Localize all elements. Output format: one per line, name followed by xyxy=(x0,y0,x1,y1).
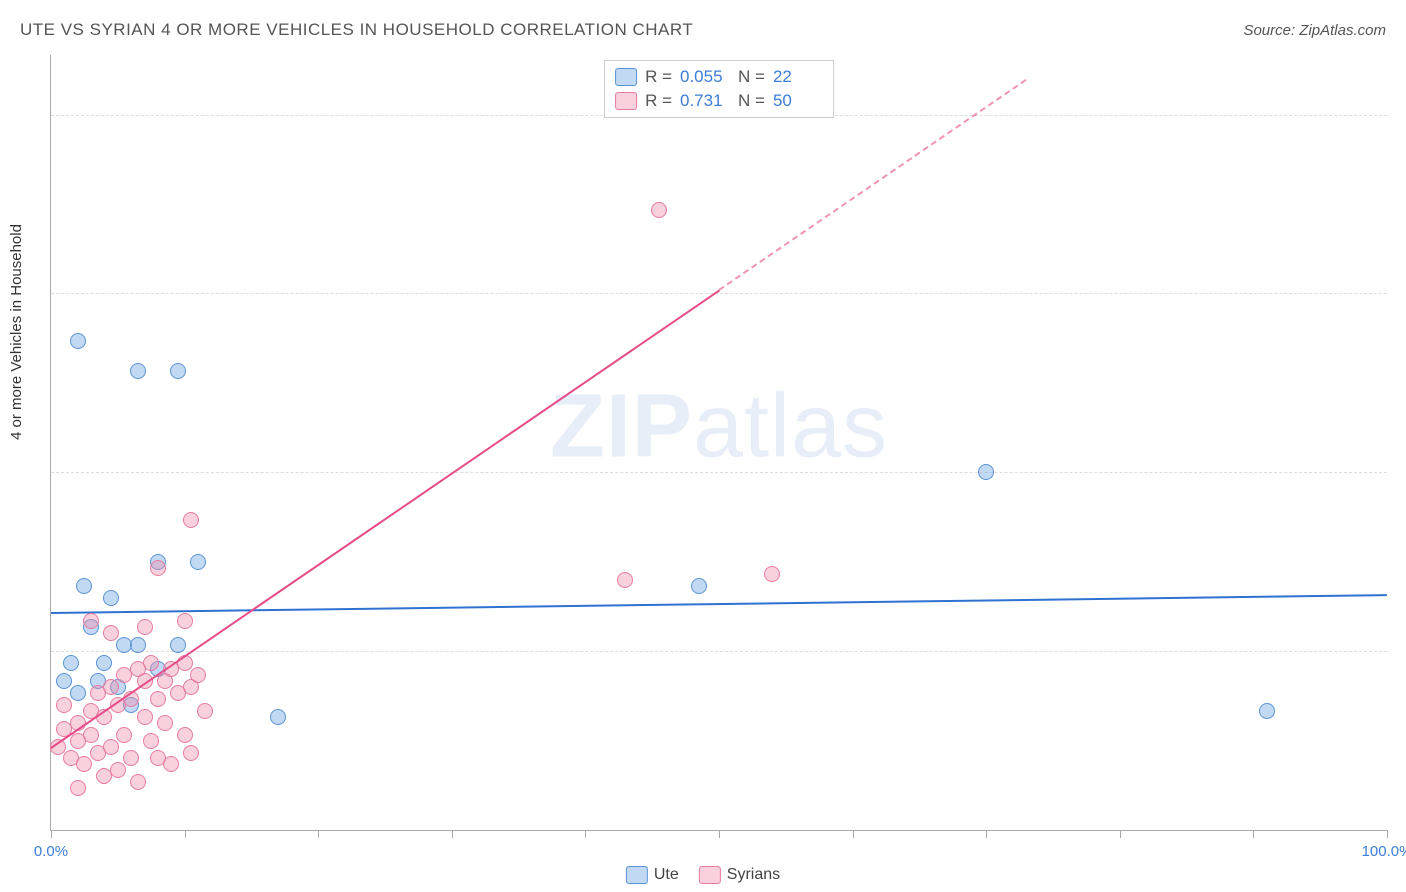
scatter-point xyxy=(143,655,159,671)
scatter-point xyxy=(130,637,146,653)
stat-r-label: R = xyxy=(645,67,672,87)
scatter-point xyxy=(103,590,119,606)
scatter-point xyxy=(651,202,667,218)
gridline xyxy=(51,651,1387,652)
scatter-point xyxy=(978,464,994,480)
legend-swatch xyxy=(615,92,637,110)
scatter-point xyxy=(96,655,112,671)
scatter-point xyxy=(617,572,633,588)
stat-r-value: 0.055 xyxy=(680,67,730,87)
scatter-point xyxy=(163,756,179,772)
stat-n-label: N = xyxy=(738,91,765,111)
scatter-point xyxy=(103,739,119,755)
x-tick xyxy=(1253,830,1254,838)
scatter-point xyxy=(150,691,166,707)
scatter-point xyxy=(137,709,153,725)
scatter-point xyxy=(177,613,193,629)
scatter-point xyxy=(1259,703,1275,719)
chart-header: UTE VS SYRIAN 4 OR MORE VEHICLES IN HOUS… xyxy=(0,0,1406,50)
scatter-point xyxy=(83,727,99,743)
x-tick xyxy=(1120,830,1121,838)
legend-swatch xyxy=(626,866,648,884)
stat-n-label: N = xyxy=(738,67,765,87)
scatter-point xyxy=(70,780,86,796)
x-tick xyxy=(185,830,186,838)
scatter-point xyxy=(70,333,86,349)
scatter-point xyxy=(183,745,199,761)
scatter-point xyxy=(110,762,126,778)
scatter-point xyxy=(76,756,92,772)
stat-r-label: R = xyxy=(645,91,672,111)
chart-plot-area: ZIPatlas R =0.055N =22R =0.731N =50 15.0… xyxy=(50,55,1387,831)
x-tick xyxy=(1387,830,1388,838)
scatter-point xyxy=(170,637,186,653)
watermark: ZIPatlas xyxy=(550,376,888,479)
scatter-point xyxy=(130,363,146,379)
scatter-point xyxy=(157,715,173,731)
chart-source: Source: ZipAtlas.com xyxy=(1243,22,1386,39)
scatter-point xyxy=(170,363,186,379)
x-tick xyxy=(51,830,52,838)
stat-n-value: 50 xyxy=(773,91,823,111)
scatter-point xyxy=(76,578,92,594)
scatter-point xyxy=(197,703,213,719)
legend-item: Ute xyxy=(626,866,679,884)
scatter-point xyxy=(56,673,72,689)
series-legend: Ute Syrians xyxy=(626,866,780,884)
scatter-point xyxy=(63,655,79,671)
stats-legend-row: R = 0.731 N = 50 xyxy=(615,89,823,113)
scatter-point xyxy=(270,709,286,725)
x-tick xyxy=(719,830,720,838)
scatter-point xyxy=(103,679,119,695)
scatter-point xyxy=(130,774,146,790)
scatter-point xyxy=(691,578,707,594)
scatter-point xyxy=(70,685,86,701)
trend-line xyxy=(50,289,719,748)
x-tick-label: 100.0% xyxy=(1362,843,1406,860)
x-tick xyxy=(986,830,987,838)
scatter-point xyxy=(183,512,199,528)
scatter-point xyxy=(123,750,139,766)
chart-title: UTE VS SYRIAN 4 OR MORE VEHICLES IN HOUS… xyxy=(20,20,693,40)
scatter-point xyxy=(177,727,193,743)
stat-r-value: 0.731 xyxy=(680,91,730,111)
x-tick-label: 0.0% xyxy=(34,843,68,860)
scatter-point xyxy=(143,733,159,749)
gridline xyxy=(51,293,1387,294)
legend-swatch xyxy=(615,68,637,86)
y-axis-label: 4 or more Vehicles in Household xyxy=(8,224,25,440)
gridline xyxy=(51,472,1387,473)
x-tick xyxy=(318,830,319,838)
x-tick xyxy=(585,830,586,838)
x-tick xyxy=(452,830,453,838)
scatter-point xyxy=(150,560,166,576)
x-tick xyxy=(853,830,854,838)
stats-legend: R = 0.055 N = 22 R = 0.731 N = 50 xyxy=(604,60,834,118)
legend-label: Ute xyxy=(654,866,679,884)
stats-legend-row: R = 0.055 N = 22 xyxy=(615,65,823,89)
stat-n-value: 22 xyxy=(773,67,823,87)
scatter-point xyxy=(83,613,99,629)
scatter-point xyxy=(56,697,72,713)
legend-swatch xyxy=(699,866,721,884)
scatter-point xyxy=(764,566,780,582)
legend-item: Syrians xyxy=(699,866,780,884)
scatter-point xyxy=(137,619,153,635)
scatter-point xyxy=(103,625,119,641)
scatter-point xyxy=(116,727,132,743)
scatter-point xyxy=(190,554,206,570)
scatter-point xyxy=(190,667,206,683)
legend-label: Syrians xyxy=(727,866,780,884)
